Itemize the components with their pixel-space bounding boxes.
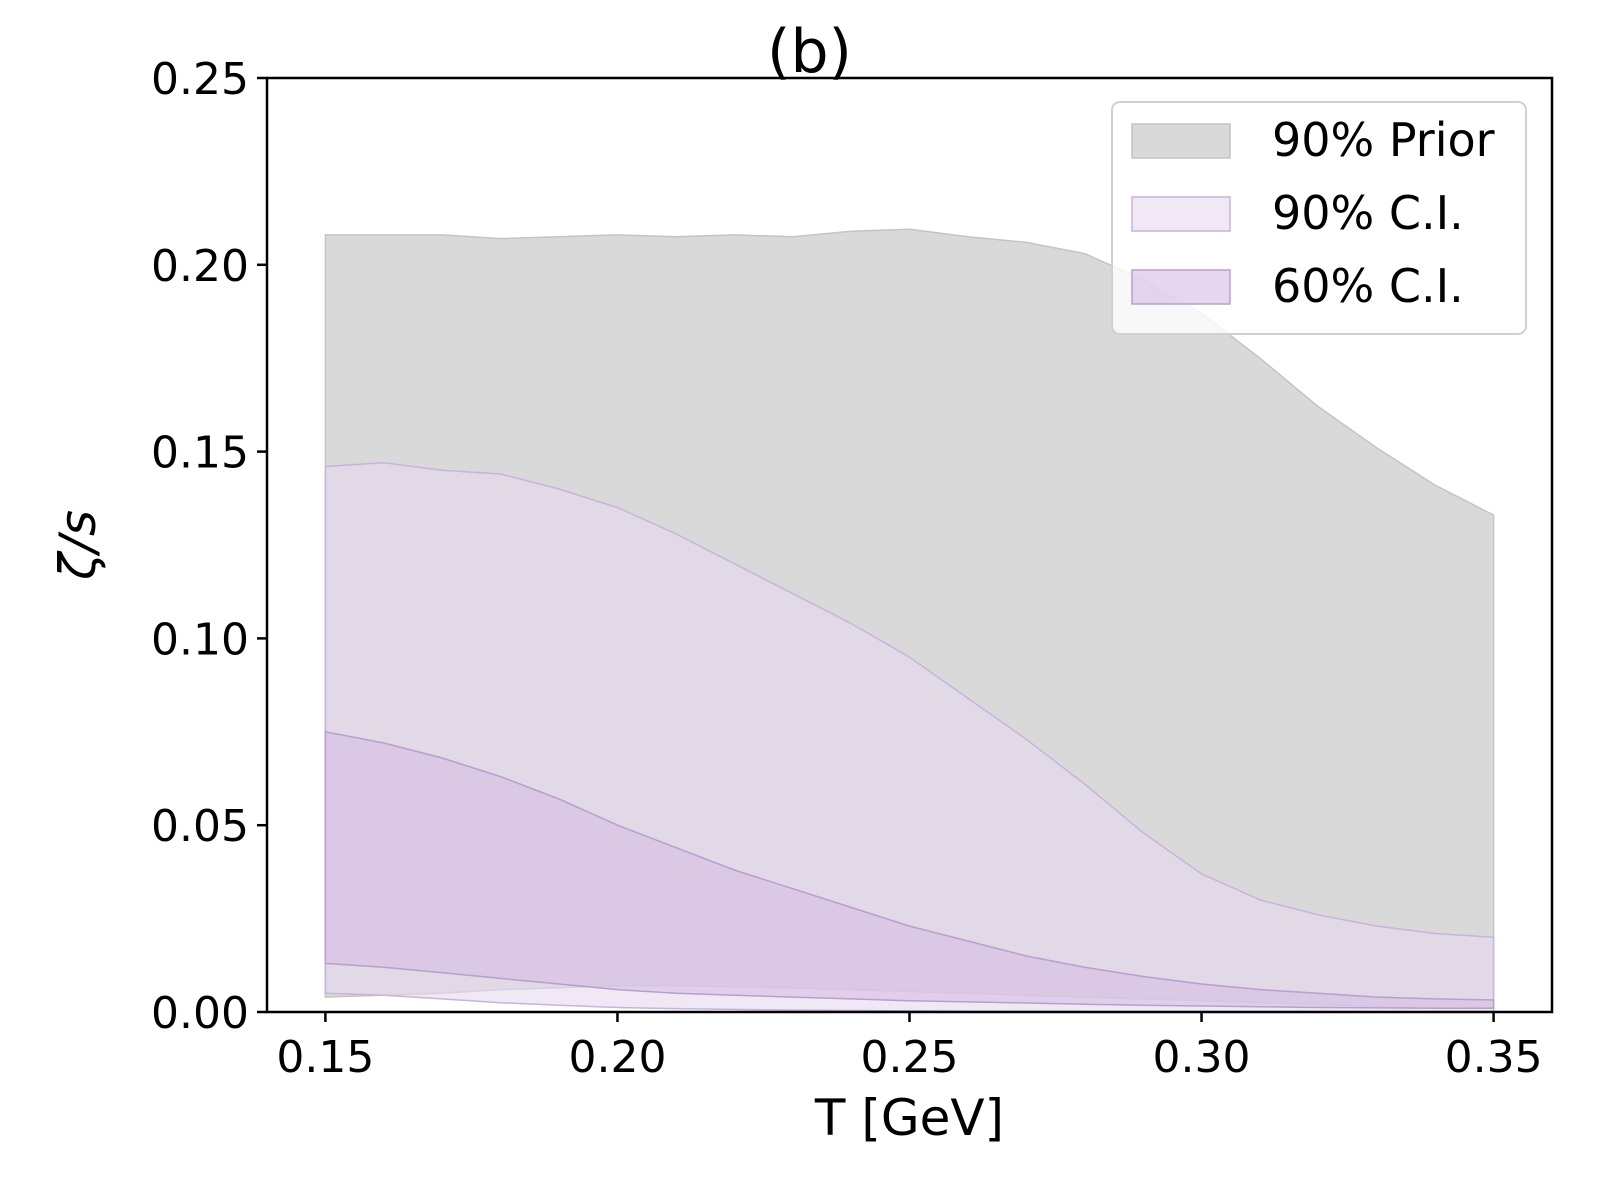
legend-label: 60% C.I. xyxy=(1272,259,1464,313)
legend-label: 90% Prior xyxy=(1272,113,1495,167)
legend-swatch xyxy=(1131,123,1231,159)
x-tick-label: 0.15 xyxy=(276,1032,374,1083)
legend-swatch xyxy=(1131,196,1231,232)
y-tick-label: 0.05 xyxy=(151,801,249,852)
x-axis: 0.15 0.20 0.25 0.30 0.35 xyxy=(276,1012,1543,1083)
band-60-c-i xyxy=(324,730,1495,1010)
y-tick-label: 0.15 xyxy=(151,428,249,479)
y-axis-label: ζ/s xyxy=(49,510,107,581)
y-tick-label: 0.25 xyxy=(151,54,249,105)
y-tick-label: 0.00 xyxy=(151,988,249,1039)
x-tick-label: 0.35 xyxy=(1445,1032,1543,1083)
legend-label: 90% C.I. xyxy=(1272,186,1464,240)
x-tick-label: 0.25 xyxy=(861,1032,959,1083)
x-axis-label: T [GeV] xyxy=(814,1089,1004,1147)
legend: 90% Prior 90% C.I. 60% C.I. xyxy=(1111,101,1527,335)
x-tick-label: 0.30 xyxy=(1153,1032,1251,1083)
y-tick-label: 0.20 xyxy=(151,241,249,292)
x-tick-label: 0.20 xyxy=(568,1032,666,1083)
chart-title: (b) xyxy=(767,17,852,87)
y-axis: 0.00 0.05 0.10 0.15 0.20 0.25 xyxy=(151,54,267,1039)
confidence-bands xyxy=(324,228,1495,1013)
legend-swatch xyxy=(1131,269,1231,305)
y-tick-label: 0.10 xyxy=(151,614,249,665)
